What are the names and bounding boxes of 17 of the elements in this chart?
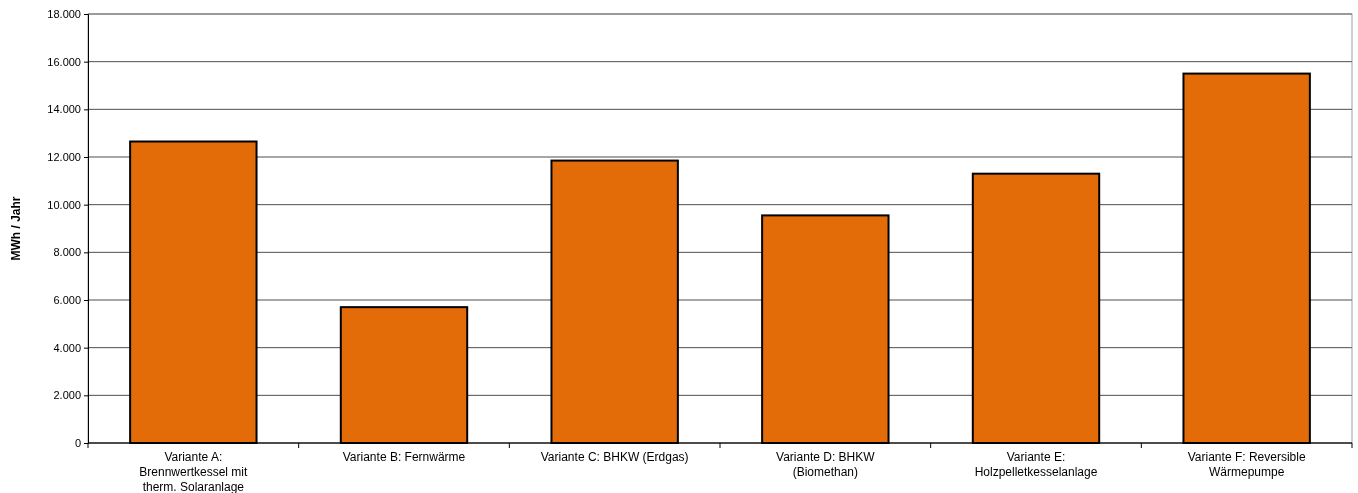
x-tick-label: Variante F: Reversible Wärmepumpe	[1187, 450, 1306, 479]
x-tick-label: Variante A: Brennwertkessel mit therm. Solaranlage	[139, 450, 249, 493]
y-tick-label: 2.000	[53, 389, 81, 402]
x-tick-label: Variante C: BHKW (Erdgas)	[540, 450, 689, 464]
y-tick-label: 10.000	[47, 198, 81, 211]
y-tick-label: 6.000	[53, 294, 81, 307]
y-tick-label: 12.000	[47, 151, 81, 164]
y-tick-label: 16.000	[47, 55, 81, 68]
x-tick-label: Variante D: BHKW (Biomethan)	[776, 450, 876, 479]
y-tick-label: 0	[74, 437, 81, 450]
x-tick-label: Variante B: Fernwärme	[342, 450, 466, 464]
y-tick-label: 18.000	[47, 8, 81, 21]
y-axis-title: MWh / Jahr	[9, 196, 23, 261]
y-tick-label: 4.000	[53, 341, 81, 354]
y-tick-label: 14.000	[47, 103, 81, 116]
x-tick-label: Variante E: Holzpelletkesselanlage	[974, 450, 1098, 479]
y-tick-label: 8.000	[53, 246, 81, 259]
